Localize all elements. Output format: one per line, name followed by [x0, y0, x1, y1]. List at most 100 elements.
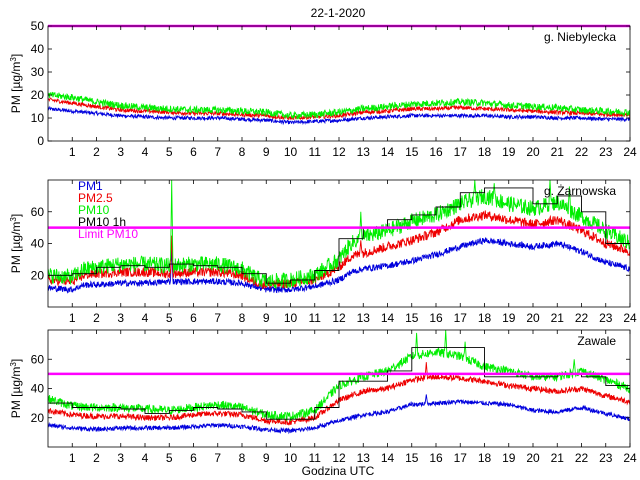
x-tick-label: 11: [309, 451, 322, 465]
y-axis-label-suffix: ]: [9, 214, 23, 217]
y-tick-label: 40: [31, 382, 45, 396]
x-tick-label: 18: [478, 145, 492, 159]
x-tick-label: 8: [239, 311, 246, 325]
x-tick-label: 23: [599, 451, 613, 465]
x-tick-label: 19: [502, 451, 516, 465]
x-tick-label: 9: [263, 451, 270, 465]
x-tick-label: 11: [309, 145, 322, 159]
x-tick-label: 21: [551, 311, 565, 325]
legend-item-pm10: PM10: [78, 203, 110, 217]
x-tick-label: 21: [551, 145, 565, 159]
y-tick-label: 10: [31, 111, 45, 125]
x-tick-label: 7: [214, 311, 221, 325]
x-tick-label: 10: [284, 145, 298, 159]
x-tick-label: 20: [526, 311, 540, 325]
x-tick-label: 19: [502, 311, 516, 325]
x-tick-label: 17: [454, 145, 468, 159]
series-pm10-1h-step: [48, 187, 630, 284]
x-axis-label: Godzina UTC: [302, 464, 375, 478]
x-tick-label: 10: [284, 451, 298, 465]
x-tick-label: 1: [69, 311, 76, 325]
y-tick-label: 60: [31, 352, 45, 366]
x-tick-label: 5: [166, 311, 173, 325]
x-tick-label: 1: [69, 145, 76, 159]
legend-item-pm25: PM2.5: [78, 191, 113, 205]
figure-title: 22-1-2020: [311, 6, 366, 20]
y-axis-label-text: PM [µg/m: [9, 222, 23, 274]
x-tick-label: 4: [142, 145, 149, 159]
x-tick-label: 15: [405, 145, 419, 159]
y-axis-label-text: PM [µg/m: [9, 62, 23, 114]
panels: 1 2 3 4 5 6 7 8 9 10 11 12 13 14 15 16 17 18 19 20 21 22 23 240…: [9, 19, 637, 465]
y-tick-label: 20: [31, 88, 45, 102]
x-tick-label: 8: [239, 145, 246, 159]
x-tick-label: 12: [332, 311, 346, 325]
x-tick-label: 22: [575, 451, 589, 465]
x-tick-label: 11: [309, 311, 322, 325]
x-tick-label: 10: [284, 311, 298, 325]
y-axis-label: PM [µg/m3]: [9, 359, 23, 418]
x-tick-label: 16: [429, 311, 443, 325]
x-tick-label: 3: [117, 311, 124, 325]
x-tick-label: 7: [214, 451, 221, 465]
x-tick-label: 4: [142, 451, 149, 465]
y-axis-label: PM [µg/m3]: [9, 54, 23, 113]
x-tick-label: 2: [93, 451, 100, 465]
x-tick-label: 13: [357, 311, 371, 325]
x-tick-label: 14: [381, 311, 395, 325]
x-tick-label: 9: [263, 311, 270, 325]
y-axis-label-superscript: 3: [9, 57, 18, 62]
x-tick-label: 8: [239, 451, 246, 465]
x-tick-label: 5: [166, 145, 173, 159]
x-tick-label: 6: [190, 145, 197, 159]
x-tick-label: 16: [429, 145, 443, 159]
station-label: Zawale: [577, 334, 616, 348]
x-tick-label: 24: [623, 311, 637, 325]
x-tick-label: 9: [263, 145, 270, 159]
x-tick-label: 22: [575, 311, 589, 325]
series-pm1-line: [48, 394, 630, 435]
series-pm10-line: [48, 91, 630, 121]
x-tick-label: 18: [478, 311, 492, 325]
x-tick-label: 18: [478, 451, 492, 465]
y-axis-label-superscript: 3: [9, 362, 18, 367]
x-tick-label: 5: [166, 451, 173, 465]
x-tick-label: 7: [214, 145, 221, 159]
y-tick-label: 60: [31, 205, 45, 219]
x-tick-label: 21: [551, 451, 565, 465]
legend-item-pm10_1h: PM10 1h: [78, 215, 126, 229]
y-tick-label: 40: [31, 237, 45, 251]
x-tick-label: 15: [405, 311, 419, 325]
x-tick-label: 14: [381, 451, 395, 465]
x-tick-label: 20: [526, 145, 540, 159]
x-tick-label: 6: [190, 451, 197, 465]
series-pm1-line: [48, 105, 630, 126]
x-tick-label: 2: [93, 145, 100, 159]
station-label: g. Niebylecka: [544, 30, 616, 44]
x-tick-label: 16: [429, 451, 443, 465]
chart-panel-1: 1 2 3 4 5 6 7 8 9 10 11 12 13 14 15 16 17 18 19 20 21 22 23 240…: [9, 19, 637, 159]
legend-item-pm1: PM1: [78, 179, 103, 193]
y-axis-label-suffix: ]: [9, 359, 23, 362]
x-tick-label: 1: [69, 451, 76, 465]
axes-frame: [47, 25, 631, 142]
y-axis-label-text: PM [µg/m: [9, 367, 23, 419]
y-tick-label: 0: [37, 134, 44, 148]
x-tick-label: 12: [332, 451, 346, 465]
series-pm1-line: [48, 237, 630, 294]
legend-item-limit: Limit PM10: [78, 227, 138, 241]
x-tick-label: 15: [405, 451, 419, 465]
x-tick-label: 3: [117, 451, 124, 465]
x-tick-label: 24: [623, 451, 637, 465]
chart-panel-2: 1 2 3 4 5 6 7 8 9 10 11 12 13 14 15 16 17 18 19 20 21 22 23 242…: [9, 179, 637, 325]
chart-panel-3: 1 2 3 4 5 6 7 8 9 10 11 12 13 14 15 16 17 18 19 20 21 22 23 242…: [9, 329, 637, 465]
x-tick-label: 23: [599, 311, 613, 325]
x-tick-label: 3: [117, 145, 124, 159]
x-tick-label: 20: [526, 451, 540, 465]
y-tick-label: 30: [31, 65, 45, 79]
y-axis-label-suffix: ]: [9, 54, 23, 57]
y-tick-label: 50: [31, 19, 45, 33]
x-tick-label: 17: [454, 451, 468, 465]
series-pm10-1h-step: [48, 347, 630, 420]
